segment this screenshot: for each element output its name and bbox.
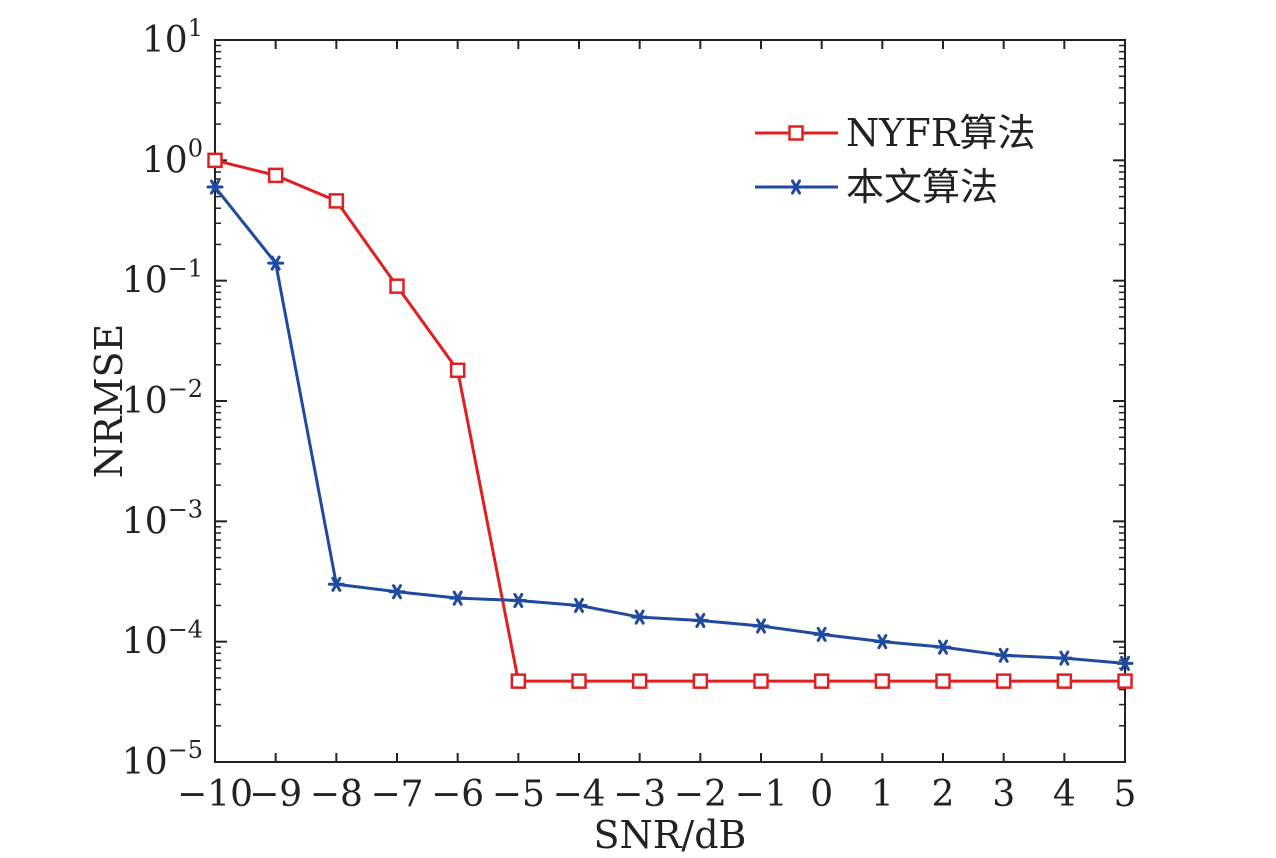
- x-tick-label: 1: [871, 774, 894, 815]
- y-tick-label: 10−1: [122, 255, 203, 302]
- data-point: [691, 612, 709, 629]
- y-tick-label: 100: [142, 134, 203, 181]
- x-tick-label: −6: [431, 774, 484, 815]
- series-line: [213, 186, 1126, 665]
- data-point: [995, 647, 1013, 663]
- x-tick-label: 0: [810, 774, 833, 815]
- series-1: [207, 152, 1133, 689]
- x-tick-label: 3: [992, 774, 1015, 815]
- y-tick-label: 10−5: [122, 736, 203, 783]
- y-tick-base: 10: [142, 20, 188, 61]
- y-tick-exponent: −3: [168, 495, 203, 523]
- y-tick-label: 10−2: [122, 375, 203, 422]
- x-tick-label: −4: [552, 774, 605, 815]
- y-tick-exponent: −1: [168, 255, 203, 283]
- x-tick-label: −9: [249, 774, 302, 815]
- data-point: [752, 618, 770, 634]
- data-point: [1117, 673, 1133, 689]
- data-point: [692, 673, 709, 689]
- x-tick-label: −2: [674, 774, 727, 815]
- data-point: [389, 278, 405, 294]
- legend-label: 本文算法: [846, 165, 998, 209]
- y-tick-exponent: 0: [188, 134, 203, 162]
- x-tick-label: −10: [177, 774, 253, 815]
- y-tick-label: 10−4: [122, 616, 203, 663]
- data-point: [206, 179, 224, 195]
- data-point: [631, 673, 648, 689]
- x-tick-label: 5: [1114, 774, 1137, 815]
- data-point: [935, 673, 951, 689]
- data-point: [874, 673, 891, 689]
- series-2: [206, 179, 1134, 671]
- x-tick-label: −3: [613, 774, 666, 815]
- x-tick-label: −1: [734, 774, 787, 815]
- data-point: [327, 576, 345, 592]
- y-tick-base: 10: [122, 261, 168, 302]
- data-point: [813, 626, 831, 642]
- y-tick-label: 10−3: [122, 495, 203, 542]
- x-tick-label: −5: [492, 774, 545, 815]
- y-axis-label: NRMSE: [87, 324, 131, 479]
- data-point: [1056, 673, 1073, 689]
- data-point: [631, 609, 649, 625]
- data-point: [995, 673, 1012, 689]
- x-tick-label: 2: [932, 774, 955, 815]
- data-point: [207, 152, 223, 169]
- legend-label: NYFR算法: [846, 111, 1035, 155]
- y-tick-exponent: −2: [168, 375, 203, 403]
- legend-entry-1: NYFR算法: [755, 111, 1035, 155]
- data-point: [873, 634, 891, 650]
- data-point: [753, 673, 769, 689]
- data-point: [388, 584, 406, 600]
- legend-entry-2: 本文算法: [755, 165, 998, 209]
- y-tick-base: 10: [122, 742, 168, 783]
- series-layer: [206, 152, 1134, 689]
- legend-marker: [787, 179, 805, 195]
- data-point: [934, 639, 952, 655]
- data-point: [509, 592, 527, 609]
- data-point: [1116, 655, 1134, 671]
- plot-area: [214, 39, 1126, 763]
- x-tick-label: 4: [1053, 774, 1076, 815]
- y-tick-base: 10: [122, 501, 168, 542]
- data-point: [267, 167, 284, 184]
- series-line: [214, 158, 1125, 683]
- y-tick-base: 10: [122, 622, 168, 663]
- y-tick-exponent: 1: [188, 14, 203, 42]
- x-tick-label: −8: [310, 774, 363, 815]
- data-point: [449, 362, 466, 379]
- data-point: [571, 673, 587, 689]
- y-tick-label: 101: [142, 14, 203, 61]
- y-tick-exponent: −4: [168, 616, 203, 644]
- y-tick-base: 10: [142, 140, 188, 181]
- legend-marker: [788, 125, 804, 141]
- data-point: [1055, 650, 1073, 666]
- x-tick-label: −7: [370, 774, 423, 815]
- data-point: [510, 673, 527, 689]
- data-point: [449, 590, 467, 606]
- x-axis: −10−9 −8 −7 −6 −5 −4 −3 −2 −1 0 1 2 3 4 5: [177, 40, 1136, 815]
- y-tick-exponent: −5: [168, 736, 203, 764]
- data-point: [570, 597, 588, 614]
- data-point: [267, 255, 285, 271]
- data-point: [328, 193, 345, 209]
- y-tick-base: 10: [122, 381, 168, 422]
- data-point: [813, 673, 830, 689]
- x-axis-label: SNR/dB: [594, 813, 747, 857]
